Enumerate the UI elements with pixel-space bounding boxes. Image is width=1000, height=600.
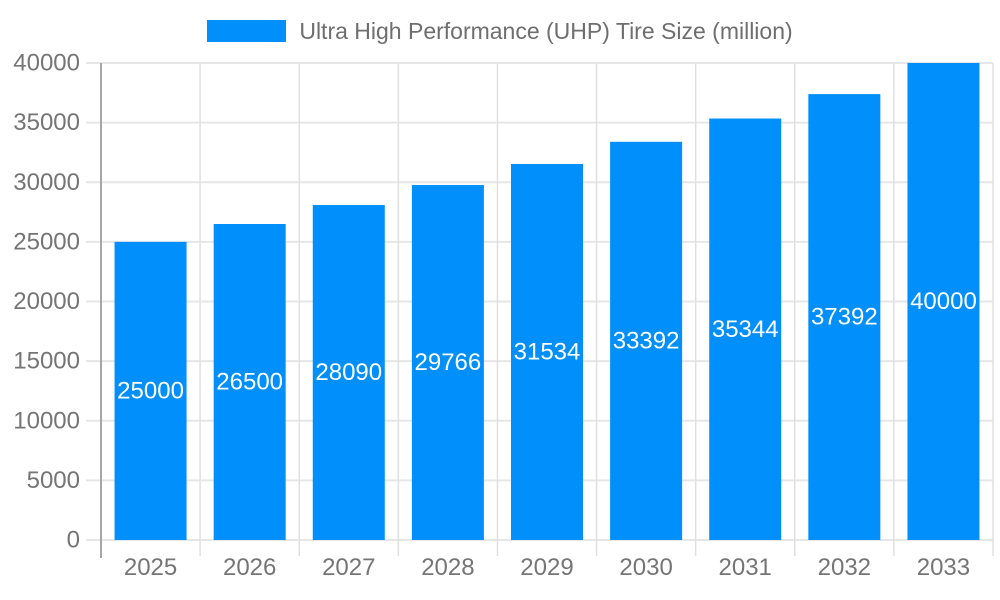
legend-swatch [207,20,287,42]
bar-2029[interactable] [511,163,583,541]
x-tick-label-2028: 2028 [421,554,474,581]
x-tick-label-2033: 2033 [917,554,970,581]
x-tick-label-2032: 2032 [818,554,871,581]
y-tick-label: 10000 [13,407,80,434]
bar-2025[interactable] [114,241,187,540]
bar-value-2025: 25000 [117,377,184,404]
legend-item[interactable]: Ultra High Performance (UHP) Tire Size (… [0,19,1000,43]
bar-2028[interactable] [411,185,484,540]
x-tick-label-2029: 2029 [520,554,573,581]
y-tick-label: 15000 [13,348,80,375]
x-tick-label-2026: 2026 [223,554,276,581]
x-tick-label-2027: 2027 [322,554,375,581]
bar-2030[interactable] [610,141,683,540]
bar-value-2030: 33392 [613,327,680,354]
bar-2033[interactable] [907,63,980,540]
bar-value-2033: 40000 [910,288,977,315]
bar-value-2032: 37392 [811,304,878,331]
x-tick-label-2031: 2031 [719,554,772,581]
bar-2031[interactable] [709,118,782,540]
y-tick-label: 5000 [27,467,80,494]
bar-value-2031: 35344 [712,316,779,343]
bar-2032[interactable] [808,94,881,540]
bar-value-2029: 31534 [514,338,581,365]
y-tick-label: 40000 [13,50,80,77]
y-tick-label: 35000 [13,109,80,136]
bar-2026[interactable] [213,223,286,541]
y-tick-label: 0 [67,527,80,554]
y-tick-label: 20000 [13,288,80,315]
bar-value-2028: 29766 [415,349,482,376]
y-tick-label: 25000 [13,228,80,255]
x-tick-label-2025: 2025 [124,554,177,581]
bar-value-2026: 26500 [216,368,283,395]
y-tick-label: 30000 [13,169,80,196]
bar-value-2027: 28090 [315,359,382,386]
legend-label: Ultra High Performance (UHP) Tire Size (… [299,18,793,44]
bar-2027[interactable] [312,205,385,541]
x-tick-label-2030: 2030 [619,554,672,581]
